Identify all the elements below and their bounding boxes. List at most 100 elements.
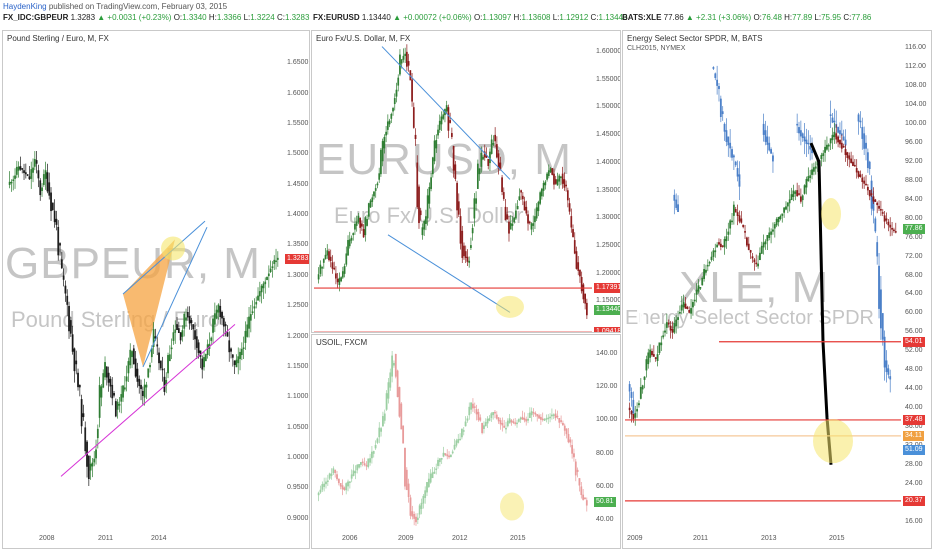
candle-up (100, 386, 103, 398)
price-tick-label: 1.15000 (596, 297, 621, 305)
candle-up (385, 393, 388, 410)
candle-down (885, 218, 888, 221)
candle-up (165, 379, 168, 386)
candle-up (740, 179, 743, 182)
candle-down (565, 428, 568, 435)
candle-down (396, 370, 399, 398)
candle-down (671, 328, 674, 333)
candle-down (140, 384, 142, 390)
candle-up (773, 224, 776, 229)
candle-up (382, 416, 384, 427)
price-axis[interactable]: 1.60000 1.55000 1.50000 1.45000 1.40000 1.350… (594, 31, 620, 332)
candle-down (222, 318, 225, 327)
candle-down (865, 142, 867, 149)
candle-down (885, 360, 888, 373)
candle-down (46, 172, 49, 192)
price-level-label: 77.86 (903, 223, 925, 234)
trendline-lower[interactable] (387, 234, 511, 313)
trendline-upper[interactable] (122, 220, 206, 295)
candle-up (794, 125, 797, 128)
chart-panel-xle[interactable]: XLE, M Energy Select Sector SPDR Energy … (622, 30, 932, 549)
candle-up (541, 188, 543, 197)
price-axis[interactable]: 1.6500 1.6000 1.5500 1.5000 1.4500 1.4000 1.35… (285, 31, 309, 531)
candle-up (91, 462, 94, 467)
chart-panel-eurusd[interactable]: EURUSD, M Euro Fx/U.S. Dollar Euro Fx/U.… (311, 30, 621, 333)
candle-down (569, 439, 572, 443)
author-link[interactable]: HaydenKing (3, 2, 47, 11)
chart-canvas-eurusd[interactable] (312, 31, 620, 332)
candle-up (759, 126, 761, 131)
price-axis[interactable]: 116.00 112.00 108.00 104.00 100.00 96.00 92.00… (903, 31, 931, 531)
candle-up (534, 216, 536, 223)
candle-up (662, 225, 665, 229)
trendline-rising[interactable] (142, 226, 208, 368)
candle-up (517, 419, 520, 422)
candle-up (544, 181, 547, 186)
candle-up (746, 169, 748, 172)
candle-down (582, 284, 585, 300)
candle-down (857, 114, 860, 122)
candle-up (807, 176, 810, 182)
trendline-upper[interactable] (381, 46, 511, 180)
candle-down (449, 120, 452, 123)
candle-down (734, 161, 737, 166)
candle-up (440, 116, 443, 125)
candle-up (435, 140, 438, 149)
candle-down (363, 463, 366, 466)
time-axis[interactable]: 2009 2011 2013 2015 (623, 534, 903, 546)
candle-up (430, 177, 432, 189)
candle-up (693, 120, 696, 133)
candle-up (395, 89, 398, 97)
candle-down (736, 212, 739, 216)
candle-up (508, 418, 511, 424)
candle-down (479, 417, 482, 421)
panel-title: USOIL, FXCM (316, 338, 368, 347)
candle-up (102, 373, 105, 388)
candle-down (57, 226, 60, 256)
candle-up (470, 245, 472, 249)
time-axis[interactable]: 2006 2009 2012 2015 (312, 534, 592, 546)
candle-up (123, 387, 126, 390)
price-tick-label: 1.1000 (287, 393, 309, 401)
candle-up (824, 118, 826, 125)
chart-canvas-xle[interactable] (623, 31, 931, 548)
candle-up (539, 192, 542, 204)
trendline-lower[interactable] (60, 324, 236, 477)
candle-down (563, 425, 566, 431)
chart-canvas-gbpeur[interactable] (3, 31, 309, 548)
quote-line-gbpeur: FX_IDC:GBPEUR 1.3283 ▲ +0.0031 (+0.23%) … (3, 13, 310, 22)
panel-title: Euro Fx/U.S. Dollar, M, FX (316, 34, 411, 43)
candle-up (387, 382, 390, 399)
candle-down (231, 354, 234, 358)
candle-up (212, 318, 214, 333)
candle-down (570, 216, 573, 228)
candle-down (464, 251, 467, 259)
price-tick-label: 40.00 (596, 515, 614, 523)
candle-up (688, 147, 691, 160)
candle-up (816, 133, 819, 141)
candle-up (658, 342, 661, 354)
candle-down (872, 196, 875, 202)
candle-down (562, 422, 564, 426)
candle-down (499, 420, 502, 425)
candle-up (317, 274, 320, 280)
candle-up (341, 271, 344, 278)
candle-up (438, 120, 441, 130)
price-tick-label: 1.20000 (596, 269, 621, 277)
candle-up (451, 451, 454, 454)
chart-canvas-usoil[interactable] (312, 335, 620, 548)
candle-up (427, 478, 430, 487)
candle-up (551, 414, 553, 417)
candle-up (350, 474, 353, 479)
chart-panel-usoil[interactable]: USOIL, FXCM 140.00 120.00 100.00 80.00 60.00… (311, 334, 621, 549)
candle-down (456, 182, 458, 211)
candle-up (636, 409, 638, 412)
price-axis[interactable]: 140.00 120.00 100.00 80.00 60.00 40.00 (594, 335, 620, 535)
candle-up (324, 254, 327, 260)
candle-down (755, 262, 758, 265)
chart-panel-gbpeur[interactable]: GBPEUR, M Pound Sterling / Euro Pound St… (2, 30, 310, 549)
candle-down (721, 111, 724, 115)
time-axis[interactable]: 2008 2011 2014 (3, 534, 283, 546)
quote-close: 1.13440 (598, 13, 628, 22)
candle-down (669, 325, 672, 331)
